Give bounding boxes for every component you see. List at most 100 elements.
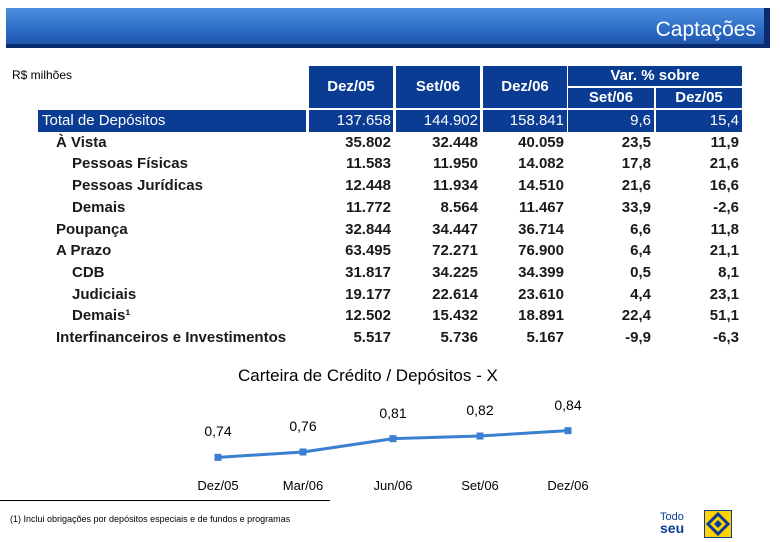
total-row-highlight <box>38 110 306 132</box>
header-col-3: Dez/06 <box>483 66 567 108</box>
row-value: 15,4 <box>709 112 739 129</box>
row-value: 36.714 <box>518 220 564 238</box>
row-value: 137.658 <box>336 112 391 129</box>
row-value: -9,9 <box>625 329 651 346</box>
x-tick-label: Mar/06 <box>282 478 324 493</box>
row-value: 8,1 <box>718 263 739 281</box>
row-value: 76.900 <box>518 242 564 260</box>
total-row-highlight <box>656 110 742 132</box>
row-value: 11.583 <box>345 155 391 173</box>
page-title: Captações <box>655 18 756 41</box>
data-label: 0,81 <box>379 404 407 421</box>
row-value: 11,9 <box>710 133 739 151</box>
data-point <box>389 435 397 443</box>
footnote: (1) Inclui obrigações por depósitos espe… <box>10 514 291 524</box>
row-value: 6,4 <box>630 242 651 260</box>
row-value: 14.510 <box>518 177 564 195</box>
row-label: À Vista <box>56 133 107 151</box>
total-row-highlight <box>309 110 393 132</box>
table-row: À Vista 35.802 32.448 40.059 23,5 11,9 <box>38 132 742 154</box>
row-value: 12.448 <box>345 177 391 195</box>
x-tick-label: Set/06 <box>461 478 499 493</box>
row-label: Demais¹ <box>72 307 131 325</box>
total-row-highlight <box>568 110 654 132</box>
row-label: Pessoas Físicas <box>72 155 188 173</box>
row-value: 5.736 <box>440 329 478 346</box>
table-row: Interfinanceiros e Investimentos 5.517 5.7… <box>38 327 742 349</box>
row-value: 16,6 <box>709 177 739 195</box>
header-col-1: Dez/05 <box>309 66 393 108</box>
row-value: -2,6 <box>713 198 739 216</box>
row-value: -6,3 <box>713 329 739 346</box>
row-value: 21,6 <box>621 177 651 195</box>
row-value: 34.447 <box>432 220 478 238</box>
row-label: Poupança <box>56 220 128 238</box>
total-row-highlight <box>396 110 480 132</box>
unit-label: R$ milhões <box>12 68 73 82</box>
table-row: Demais 11.772 8.564 11.467 33,9 -2,6 <box>38 197 742 219</box>
row-value: 23,5 <box>621 133 651 151</box>
row-value: 5.167 <box>526 329 564 346</box>
row-value: 33,9 <box>621 198 651 216</box>
logo-line-1: Todo <box>660 511 684 523</box>
row-value: 32.448 <box>432 133 478 151</box>
row-value: 15.432 <box>432 307 478 325</box>
data-point <box>299 448 307 456</box>
row-label: Interfinanceiros e Investimentos <box>56 329 287 346</box>
header-var-sub-1: Set/06 <box>568 88 654 108</box>
row-value: 158.841 <box>509 112 564 129</box>
row-value: 18.891 <box>518 307 564 325</box>
table-row: Pessoas Jurídicas 12.448 11.934 14.510 21,6 1… <box>38 175 742 197</box>
row-value: 4,4 <box>630 285 651 303</box>
row-label: Total de Depósitos <box>42 112 166 129</box>
row-label: CDB <box>72 263 105 281</box>
data-label: 0,82 <box>466 402 494 418</box>
table-row: Judiciais 19.177 22.614 23.610 4,4 23,1 <box>38 284 742 306</box>
row-value: 19.177 <box>345 285 391 303</box>
bank-logo-icon <box>704 510 732 538</box>
table-row: Poupança 32.844 34.447 36.714 6,6 11,8 <box>38 219 742 241</box>
x-tick-label: Jun/06 <box>373 478 413 493</box>
row-value: 14.082 <box>518 155 564 173</box>
row-value: 63.495 <box>345 242 391 260</box>
table-row: CDB 31.817 34.225 34.399 0,5 8,1 <box>38 262 742 284</box>
table-row: A Prazo 63.495 72.271 76.900 6,4 21,1 <box>38 240 742 262</box>
logo-line-2: seu <box>660 520 685 536</box>
series-line <box>217 429 569 459</box>
data-label: 0,76 <box>289 418 317 434</box>
row-value: 21,1 <box>709 242 739 260</box>
row-value: 40.059 <box>518 133 564 151</box>
row-value: 17,8 <box>621 155 651 173</box>
row-value: 35.802 <box>345 133 391 151</box>
row-value: 32.844 <box>345 220 391 238</box>
table-row: Demais¹ 12.502 15.432 18.891 22,4 51,1 <box>38 305 742 327</box>
row-value: 34.399 <box>518 263 564 281</box>
row-value: 22,4 <box>621 307 651 325</box>
row-value: 11,8 <box>710 220 739 238</box>
data-point <box>564 427 572 435</box>
row-value: 72.271 <box>432 242 478 260</box>
row-value: 144.902 <box>423 112 478 129</box>
x-tick-label: Dez/06 <box>547 478 589 493</box>
header-col-2: Set/06 <box>396 66 480 108</box>
table-row: Total de Depósitos 137.658 144.902 158.841 9… <box>38 110 742 132</box>
row-value: 23.610 <box>518 285 564 303</box>
row-value: 31.817 <box>345 263 391 281</box>
row-value: 5.517 <box>353 329 391 346</box>
row-value: 0,5 <box>630 263 651 281</box>
title-bar: Captações <box>6 8 770 48</box>
row-value: 11.950 <box>432 155 478 173</box>
brand-logo-text: Todo seu <box>660 512 684 536</box>
row-value: 11.934 <box>432 177 478 195</box>
row-value: 12.502 <box>345 307 391 325</box>
row-value: 51,1 <box>709 307 739 325</box>
row-value: 11.467 <box>518 198 564 216</box>
header-var: Var. % sobre <box>568 66 742 86</box>
row-value: 23,1 <box>709 285 739 303</box>
header-var-sub-2: Dez/05 <box>656 88 742 108</box>
total-row-highlight <box>483 110 567 132</box>
row-label: A Prazo <box>56 242 112 260</box>
row-value: 34.225 <box>432 263 478 281</box>
table-row: Pessoas Físicas 11.583 11.950 14.082 17,8 21,… <box>38 153 742 175</box>
row-value: 11.772 <box>345 198 391 216</box>
